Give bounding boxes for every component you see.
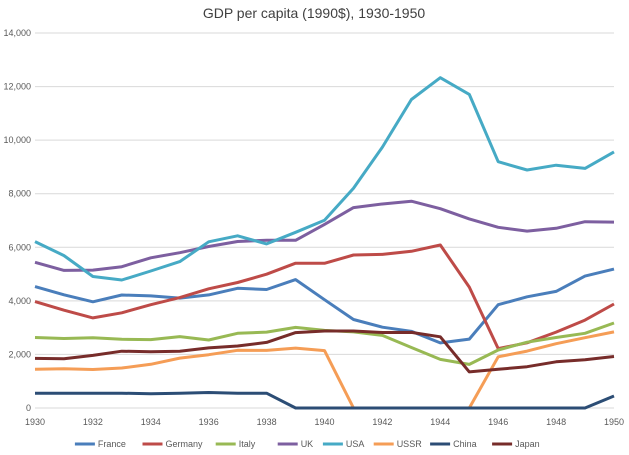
legend-label: Italy (239, 439, 256, 449)
x-tick-label: 1942 (372, 417, 392, 427)
series-line-uk (34, 199, 615, 272)
x-tick-label: 1950 (604, 417, 624, 427)
x-tick-label: 1938 (257, 417, 277, 427)
x-tick-label: 1948 (546, 417, 566, 427)
legend-item-japan: Japan (492, 439, 540, 449)
y-tick-label: 2,000 (8, 349, 31, 359)
series-line-japan (34, 329, 615, 374)
series-line-italy (34, 321, 615, 366)
y-tick-label: 8,000 (8, 189, 31, 199)
y-tick-label: 10,000 (3, 135, 31, 145)
legend-item-france: France (74, 439, 126, 449)
series-line-china (35, 391, 615, 410)
legend-item-germany: Germany (142, 439, 204, 449)
y-tick-label: 14,000 (3, 28, 31, 38)
legend-item-uk: UK (277, 439, 314, 449)
x-tick-label: 1936 (199, 417, 219, 427)
series-line-france (34, 267, 615, 345)
legend-item-china: China (430, 439, 477, 449)
legend-label: UK (301, 439, 314, 449)
x-tick-label: 1930 (25, 417, 45, 427)
legend-label: Germany (166, 439, 204, 449)
y-tick-label: 6,000 (8, 242, 31, 252)
legend-label: Japan (515, 439, 540, 449)
legend-item-usa: USA (322, 439, 365, 449)
y-tick-label: 0 (26, 403, 31, 413)
chart-title: GDP per capita (1990$), 1930-1950 (203, 5, 426, 21)
legend-label: China (453, 439, 477, 449)
legend-item-italy: Italy (215, 439, 256, 449)
x-tick-label: 1946 (488, 417, 508, 427)
legend-label: USA (346, 439, 365, 449)
legend-label: France (98, 439, 126, 449)
x-tick-label: 1940 (314, 417, 334, 427)
x-tick-label: 1934 (141, 417, 161, 427)
series-line-ussr (34, 330, 615, 410)
y-tick-label: 4,000 (8, 296, 31, 306)
series-line-usa (34, 76, 615, 282)
y-tick-label: 12,000 (3, 82, 31, 92)
x-tick-label: 1944 (430, 417, 450, 427)
legend-label: USSR (397, 439, 423, 449)
legend-item-ussr: USSR (373, 439, 423, 449)
x-tick-label: 1932 (83, 417, 103, 427)
